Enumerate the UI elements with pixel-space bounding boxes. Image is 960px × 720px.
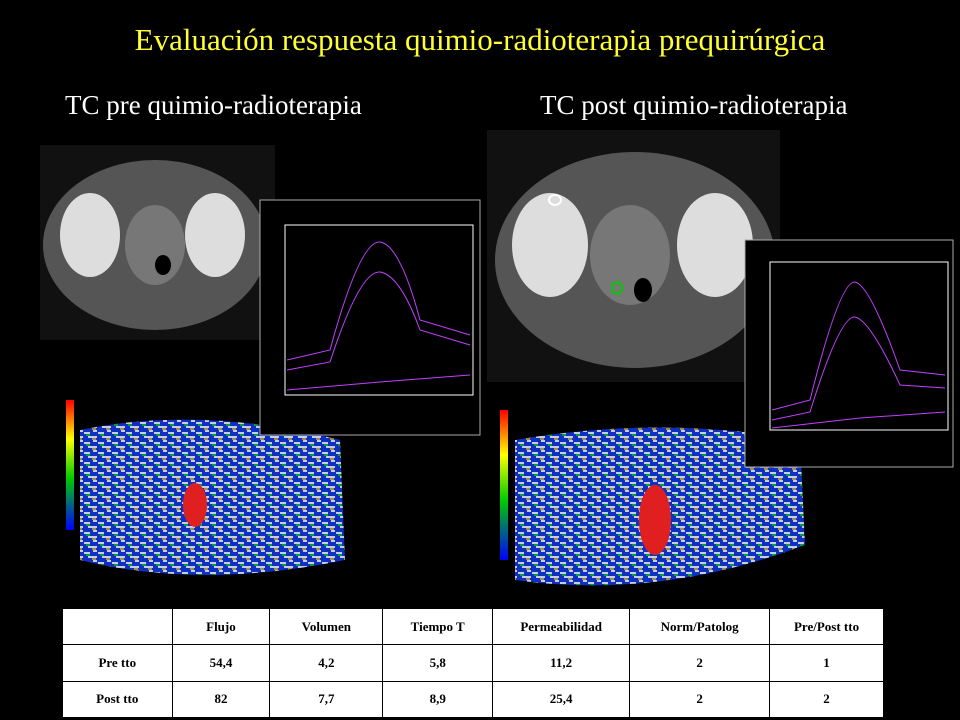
- table-cell: 8,9: [382, 680, 494, 719]
- title: Evaluación respuesta quimio-radioterapia…: [134, 22, 826, 57]
- table-cell: 54,4: [171, 644, 271, 682]
- ct-pre: [40, 145, 275, 340]
- time-graph-pre: [259, 199, 481, 436]
- table-cell: 2: [629, 644, 771, 682]
- subtitle: TC pre quimio-radioterapia: [65, 90, 362, 120]
- table-cell: 5,8: [382, 644, 494, 682]
- table-row: Post tto 82 7,7 8,9 25,4 2 2: [62, 680, 884, 719]
- corner-cell: [62, 607, 173, 646]
- table-cell: 25,4: [492, 680, 631, 719]
- table-row: Pre tto 54,4 4,2 5,8 11,2 2 1: [62, 644, 884, 682]
- header-row: Flujo Volumen Tiempo T Permeabilidad Norm/Pa…: [62, 607, 884, 646]
- header-cell: Volumen: [269, 607, 384, 646]
- row-label: Pre tto: [62, 644, 173, 682]
- table-cell: 1: [769, 644, 884, 682]
- header-cell: Flujo: [171, 607, 271, 646]
- subtitle: TC post quimio-radioterapia: [540, 90, 848, 120]
- table-cell: 2: [769, 680, 884, 719]
- perfusion-map-pre: [66, 400, 345, 575]
- results-table: Flujo Volumen Tiempo T Permeabilidad Norm/Pa…: [62, 607, 884, 719]
- header-cell: Norm/Patolog: [629, 607, 771, 646]
- row-label: Post tto: [62, 680, 173, 719]
- header-cell: Pre/Post tto: [769, 607, 884, 646]
- perfusion-map-post: [500, 410, 805, 586]
- table-cell: 82: [171, 680, 271, 719]
- header-cell: Tiempo T: [382, 607, 494, 646]
- table-cell: 7,7: [269, 680, 384, 719]
- ct-post: [487, 130, 780, 382]
- time-graph-post: [744, 239, 954, 468]
- header-cell: Permeabilidad: [492, 607, 631, 646]
- table-cell: 4,2: [269, 644, 384, 682]
- table-cell: 2: [629, 680, 771, 719]
- table-cell: 11,2: [492, 644, 631, 682]
